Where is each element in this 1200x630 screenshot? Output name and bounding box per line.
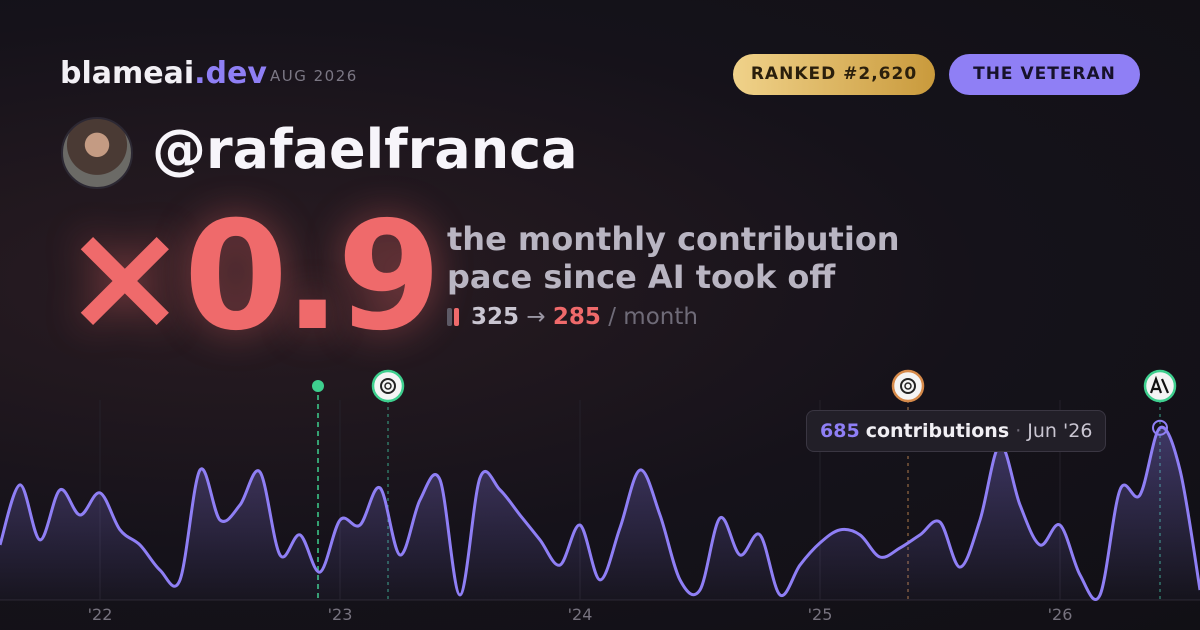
avatar [61, 117, 133, 189]
tooltip-value: 685 [820, 420, 860, 442]
tooltip: 685 contributions · Jun '26 [806, 410, 1107, 452]
pace-icon [454, 308, 459, 326]
multiplier: ×0.9 [62, 190, 441, 364]
x-tick-label: '25 [808, 605, 833, 624]
tooltip-unit: contributions [865, 420, 1010, 442]
pace-unit: / month [608, 304, 698, 330]
brand-tld: .dev [194, 56, 267, 91]
rank-badge: RANKED #2,620 [733, 54, 935, 95]
description-line: pace since AI took off [447, 258, 836, 296]
brand: blameai.dev [60, 56, 267, 91]
x-tick-label: '24 [568, 605, 593, 624]
title-badge: THE VETERAN [949, 54, 1140, 95]
event-icon [891, 369, 925, 403]
pace-arrow: → [526, 304, 546, 330]
description: the monthly contribution pace since AI t… [447, 220, 900, 296]
pace-icon [447, 308, 452, 326]
pace-after: 285 [552, 304, 601, 330]
brand-name: blameai [60, 56, 195, 91]
x-tick-label: '22 [88, 605, 113, 624]
pace-before: 325 [471, 304, 520, 330]
tooltip-date: Jun '26 [1027, 420, 1093, 442]
area [0, 427, 1200, 600]
x-tick-label: '23 [328, 605, 353, 624]
x-tick-label: '26 [1048, 605, 1073, 624]
event-dot [312, 380, 324, 392]
description-line: the monthly contribution [447, 220, 900, 258]
event-icon [1143, 369, 1177, 403]
pace: 325 → 285 / month [447, 304, 698, 330]
handle: @rafaelfranca [152, 118, 578, 181]
event-icon [371, 369, 405, 403]
highlight-point [1152, 419, 1168, 436]
date: AUG 2026 [270, 67, 358, 85]
